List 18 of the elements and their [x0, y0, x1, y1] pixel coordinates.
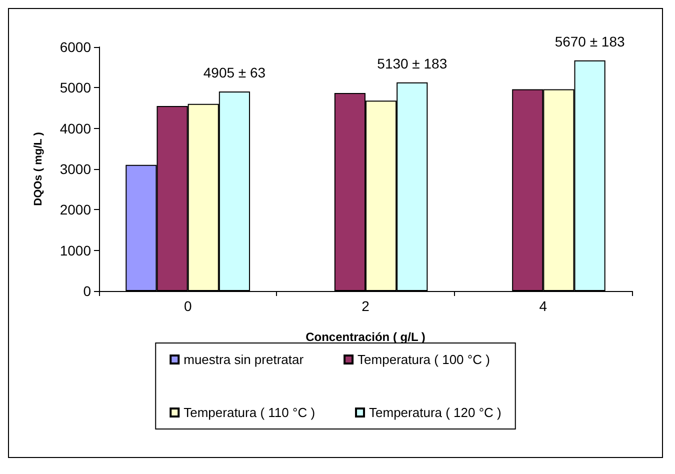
y-tick-label: 6000: [60, 39, 92, 55]
legend-label: Temperatura ( 120 °C ): [369, 405, 502, 420]
y-tick-label: 5000: [60, 80, 92, 96]
x-tick-label: 4: [539, 298, 548, 314]
data-label: 5670 ± 183: [554, 33, 625, 50]
y-tick-label: 4000: [60, 120, 92, 136]
x-tick-label: 2: [362, 298, 370, 314]
x-tick-label: 0: [184, 298, 192, 314]
y-axis-title: DQOs ( mg/L ): [32, 132, 44, 206]
data-label: 5130 ± 183: [377, 55, 448, 72]
y-tick-label: 1000: [60, 242, 92, 258]
y-tick-label: 0: [83, 283, 92, 299]
legend-label: Temperatura ( 100 °C ): [358, 352, 490, 367]
y-tick-label: 2000: [60, 202, 92, 218]
data-label: 4905 ± 63: [203, 64, 266, 81]
legend-label: Temperatura ( 110 °C ): [184, 405, 316, 420]
legend-label: muestra sin pretratar: [184, 352, 304, 367]
y-tick-label: 3000: [60, 161, 92, 177]
